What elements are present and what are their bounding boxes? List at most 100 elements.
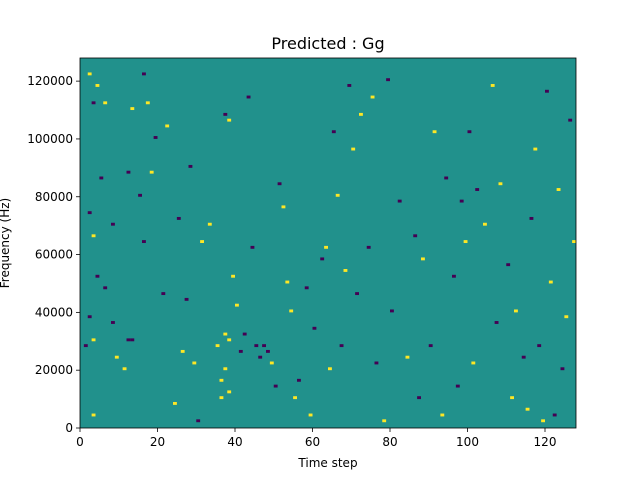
- heatmap-cell: [475, 188, 480, 191]
- heatmap-cell: [192, 361, 197, 365]
- y-axis: 0 20000 40000 60000 80000 100000 120000: [27, 74, 80, 435]
- heatmap-cell: [242, 332, 247, 336]
- heatmap-cell: [142, 72, 146, 76]
- heatmap-cell: [548, 280, 553, 284]
- heatmap-cell: [231, 274, 235, 278]
- y-tick-label: 40000: [35, 305, 73, 319]
- heatmap-cell: [184, 297, 189, 301]
- heatmap-cell: [343, 269, 348, 272]
- heatmap-cell: [428, 344, 433, 348]
- heatmap-cell: [347, 84, 352, 87]
- heatmap-cell: [87, 315, 92, 319]
- heatmap-cell: [494, 321, 499, 324]
- heatmap-cell: [541, 419, 545, 423]
- heatmap-cell: [235, 303, 239, 307]
- heatmap-cell: [173, 401, 177, 405]
- heatmap-cell: [452, 274, 456, 278]
- heatmap-cell: [351, 147, 356, 151]
- heatmap-cell: [207, 222, 212, 226]
- heatmap-cell: [366, 245, 371, 249]
- chart-title: Predicted : Gg: [271, 34, 384, 53]
- heatmap-cell: [219, 378, 224, 382]
- heatmap-cell: [262, 344, 266, 348]
- heatmap-cell: [254, 344, 259, 348]
- heatmap-cell: [122, 367, 127, 371]
- axes-frame: [79, 57, 577, 429]
- heatmap-cell: [103, 101, 108, 105]
- y-tick-label: 80000: [35, 190, 73, 204]
- heatmap-cell: [91, 234, 96, 238]
- heatmap-cell: [223, 112, 228, 116]
- heatmap-cell: [130, 338, 135, 342]
- heatmap-cell: [529, 216, 534, 220]
- heatmap-cell: [285, 280, 290, 284]
- heatmap-cell: [103, 286, 108, 290]
- heatmap-cell: [355, 292, 359, 296]
- heatmap-cell: [223, 367, 228, 371]
- heatmap-cell: [339, 344, 344, 348]
- heatmap-cell: [87, 72, 92, 76]
- y-tick-label: 0: [65, 421, 73, 435]
- heatmap-cell: [161, 292, 166, 296]
- heatmap-cell: [382, 419, 387, 423]
- x-tick-label: 40: [227, 435, 242, 449]
- heatmap-cell: [91, 101, 96, 105]
- heatmap-cell: [359, 112, 363, 116]
- heatmap-cell: [564, 315, 569, 319]
- x-axis-label: Time step: [297, 456, 357, 470]
- heatmap-cell: [227, 118, 232, 122]
- y-tick-label: 120000: [27, 74, 73, 88]
- heatmap-cell: [126, 338, 131, 342]
- heatmap-cell: [176, 216, 181, 220]
- heatmap-cell: [572, 240, 576, 243]
- heatmap-cell: [537, 344, 542, 348]
- heatmap-cell: [266, 349, 270, 353]
- x-tick-label: 0: [76, 435, 84, 449]
- heatmap-cell: [510, 396, 514, 400]
- heatmap-cell: [320, 257, 325, 261]
- heatmap-cell: [114, 355, 119, 359]
- heatmap-cell: [308, 413, 313, 417]
- y-tick-label: 100000: [27, 132, 73, 146]
- heatmap-cell: [421, 257, 425, 261]
- heatmap-cell: [525, 407, 530, 411]
- heatmap-cell: [444, 176, 449, 180]
- heatmap-cell: [568, 118, 573, 122]
- heatmap-cell: [293, 396, 297, 400]
- heatmap-cell: [463, 240, 468, 243]
- heatmap-cell: [149, 170, 154, 174]
- heatmap-cell: [331, 130, 336, 134]
- plot-area: [80, 58, 576, 428]
- heatmap-cell: [545, 89, 549, 93]
- heatmap-cell: [111, 321, 115, 324]
- heatmap-cell: [99, 176, 104, 180]
- heatmap-cell: [111, 222, 115, 226]
- x-axis: 0 20 40 60 80 100 120: [76, 428, 556, 449]
- heatmap-cell: [455, 384, 460, 388]
- x-tick-label: 60: [305, 435, 320, 449]
- heatmap-cell: [552, 413, 557, 417]
- heatmap-cell: [312, 326, 317, 330]
- heatmap-cell: [145, 101, 150, 105]
- heatmap-cell: [219, 396, 224, 400]
- heatmap-cell: [227, 338, 232, 342]
- heatmap-cell: [521, 355, 526, 359]
- x-tick-label: 120: [534, 435, 557, 449]
- heatmap-cell: [227, 390, 232, 394]
- heatmap-cell: [277, 182, 282, 186]
- heatmap-cell: [471, 361, 476, 365]
- heatmap-background: [80, 58, 576, 428]
- heatmap-cell: [328, 367, 332, 371]
- heatmap-cell: [196, 419, 201, 423]
- heatmap-cell: [91, 413, 96, 417]
- heatmap-cell: [390, 309, 394, 313]
- y-tick-label: 60000: [35, 248, 73, 262]
- heatmap-cell: [281, 205, 286, 209]
- heatmap-cell: [153, 136, 158, 139]
- heatmap-cell: [397, 199, 402, 203]
- heatmap-cell: [432, 130, 437, 134]
- heatmap-cell: [91, 338, 96, 342]
- heatmap-cell: [370, 95, 375, 99]
- heatmap-cell: [246, 95, 251, 99]
